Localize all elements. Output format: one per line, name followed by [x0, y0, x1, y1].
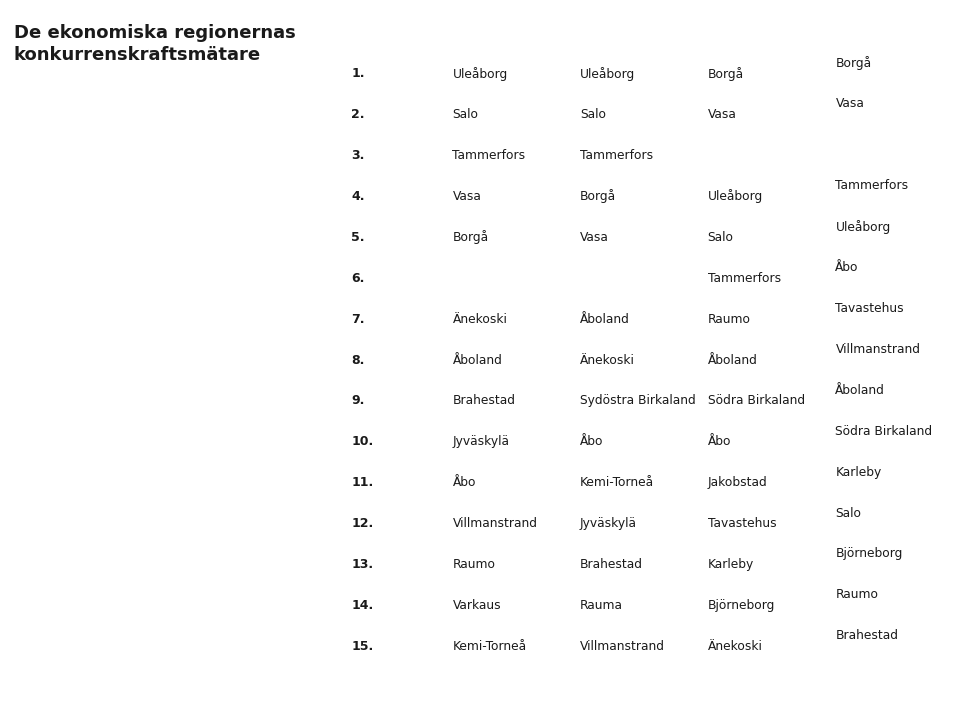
Text: Åbo: Åbo — [452, 476, 476, 489]
Text: Tammerfors: Tammerfors — [835, 179, 908, 192]
Text: 26.
Raseborg: 26. Raseborg — [580, 674, 645, 701]
Text: 7.: 7. — [351, 313, 365, 326]
Text: Tammerfors: Tammerfors — [580, 149, 653, 162]
Text: Uleåborg: Uleåborg — [835, 220, 891, 234]
Text: 3.: 3. — [351, 149, 365, 162]
Text: Åboland: Åboland — [835, 384, 885, 396]
Text: Borgå: Borgå — [835, 57, 872, 70]
Text: Helsingfors: Helsingfors — [452, 272, 531, 285]
Text: Borgå: Borgå — [708, 67, 744, 81]
Text: Åbo: Åbo — [580, 435, 604, 448]
Text: 6.: 6. — [351, 272, 365, 285]
Text: Åbo: Åbo — [835, 261, 859, 274]
Text: Borgå: Borgå — [580, 189, 616, 203]
Text: Jakobstad: Jakobstad — [708, 476, 767, 489]
Text: De ekonomiska regionernas
konkurrenskraftsmätare: De ekonomiska regionernas konkurrenskraf… — [13, 24, 296, 64]
Text: Placering: Placering — [354, 19, 432, 34]
Text: Åboland: Åboland — [708, 353, 757, 367]
Text: Kemi-Torneå: Kemi-Torneå — [580, 476, 654, 489]
Text: 8.: 8. — [351, 353, 365, 367]
Text: 10.: 10. — [351, 435, 373, 448]
Text: Tavastehus: Tavastehus — [708, 518, 777, 530]
Text: Vasa: Vasa — [452, 190, 481, 202]
Text: Södra Birkaland: Södra Birkaland — [708, 394, 804, 407]
Text: Borgå: Borgå — [452, 230, 489, 244]
Text: Vasa: Vasa — [580, 231, 609, 244]
Text: 17.
Raseborg: 17. Raseborg — [708, 674, 773, 701]
Text: 5.: 5. — [351, 231, 365, 244]
Text: 11.: 11. — [351, 476, 373, 489]
Text: Villmanstrand: Villmanstrand — [835, 343, 921, 356]
Text: Helsingfors: Helsingfors — [708, 149, 786, 162]
Text: Björneborg: Björneborg — [835, 547, 902, 561]
Text: Brahestad: Brahestad — [580, 558, 643, 571]
Text: 24. Raseborg: 24. Raseborg — [452, 681, 544, 694]
Text: Raumo: Raumo — [835, 588, 878, 601]
Text: Jyväskylä: Jyväskylä — [452, 435, 510, 448]
Text: Åboland: Åboland — [452, 353, 502, 367]
Text: Helsingfors: Helsingfors — [580, 272, 659, 285]
Text: Tammerfors: Tammerfors — [452, 149, 526, 162]
Text: Villmanstrand: Villmanstrand — [580, 640, 665, 653]
Text: 27.
Raseborg: 27. Raseborg — [835, 674, 900, 701]
Text: 9.: 9. — [351, 394, 365, 407]
Text: Södra Birkaland: Södra Birkaland — [835, 425, 932, 438]
Text: Villmanstrand: Villmanstrand — [452, 518, 538, 530]
Text: Åboland: Åboland — [580, 313, 630, 326]
Text: Änekoski: Änekoski — [708, 640, 762, 653]
Text: 15.: 15. — [351, 640, 373, 653]
Text: 14.: 14. — [351, 599, 373, 612]
Text: Vasa: Vasa — [835, 97, 864, 110]
Text: Kemi-Torneå: Kemi-Torneå — [452, 640, 527, 653]
Text: Karleby: Karleby — [708, 558, 754, 571]
Text: Raumo: Raumo — [708, 313, 751, 326]
Text: Salo: Salo — [835, 506, 861, 520]
Text: Jyväskylä: Jyväskylä — [580, 518, 637, 530]
Text: Vasa: Vasa — [708, 108, 736, 121]
Text: Uleåborg: Uleåborg — [708, 189, 763, 203]
Text: Brahestad: Brahestad — [452, 394, 516, 407]
Text: År 2010: År 2010 — [604, 19, 668, 34]
Text: -Alla Fastland-Finlands
ekonomiska regioner med i
analysen
-Sex faktorer i analy: -Alla Fastland-Finlands ekonomiska regio… — [13, 107, 226, 468]
Text: Raumo: Raumo — [452, 558, 495, 571]
Text: 1.: 1. — [351, 67, 365, 80]
Text: Uleåborg: Uleåborg — [452, 67, 508, 81]
Text: Tammerfors: Tammerfors — [708, 272, 780, 285]
Text: Rauma: Rauma — [580, 599, 623, 612]
Text: Änekoski: Änekoski — [452, 313, 507, 326]
Text: Åbo: Åbo — [708, 435, 732, 448]
Text: Brahestad: Brahestad — [835, 629, 899, 642]
Text: 4.: 4. — [351, 190, 365, 202]
Text: År 2011: År 2011 — [732, 19, 796, 34]
Text: 13.: 13. — [351, 558, 373, 571]
Text: År 2009: År 2009 — [476, 19, 540, 34]
Text: Helsingfors: Helsingfors — [835, 138, 914, 152]
Text: Karleby: Karleby — [835, 466, 881, 479]
Text: 2.: 2. — [351, 108, 365, 121]
Text: Varkaus: Varkaus — [452, 599, 501, 612]
Text: Salo: Salo — [452, 108, 478, 121]
Text: Tavastehus: Tavastehus — [835, 302, 904, 315]
Text: Sydöstra Birkaland: Sydöstra Birkaland — [580, 394, 696, 407]
Text: Uleåborg: Uleåborg — [580, 67, 636, 81]
Text: År 2012: År 2012 — [861, 19, 926, 34]
Text: Björneborg: Björneborg — [708, 599, 775, 612]
Text: Salo: Salo — [708, 231, 733, 244]
Text: 12.: 12. — [351, 518, 373, 530]
Text: Salo: Salo — [580, 108, 606, 121]
Text: Änekoski: Änekoski — [580, 353, 635, 367]
